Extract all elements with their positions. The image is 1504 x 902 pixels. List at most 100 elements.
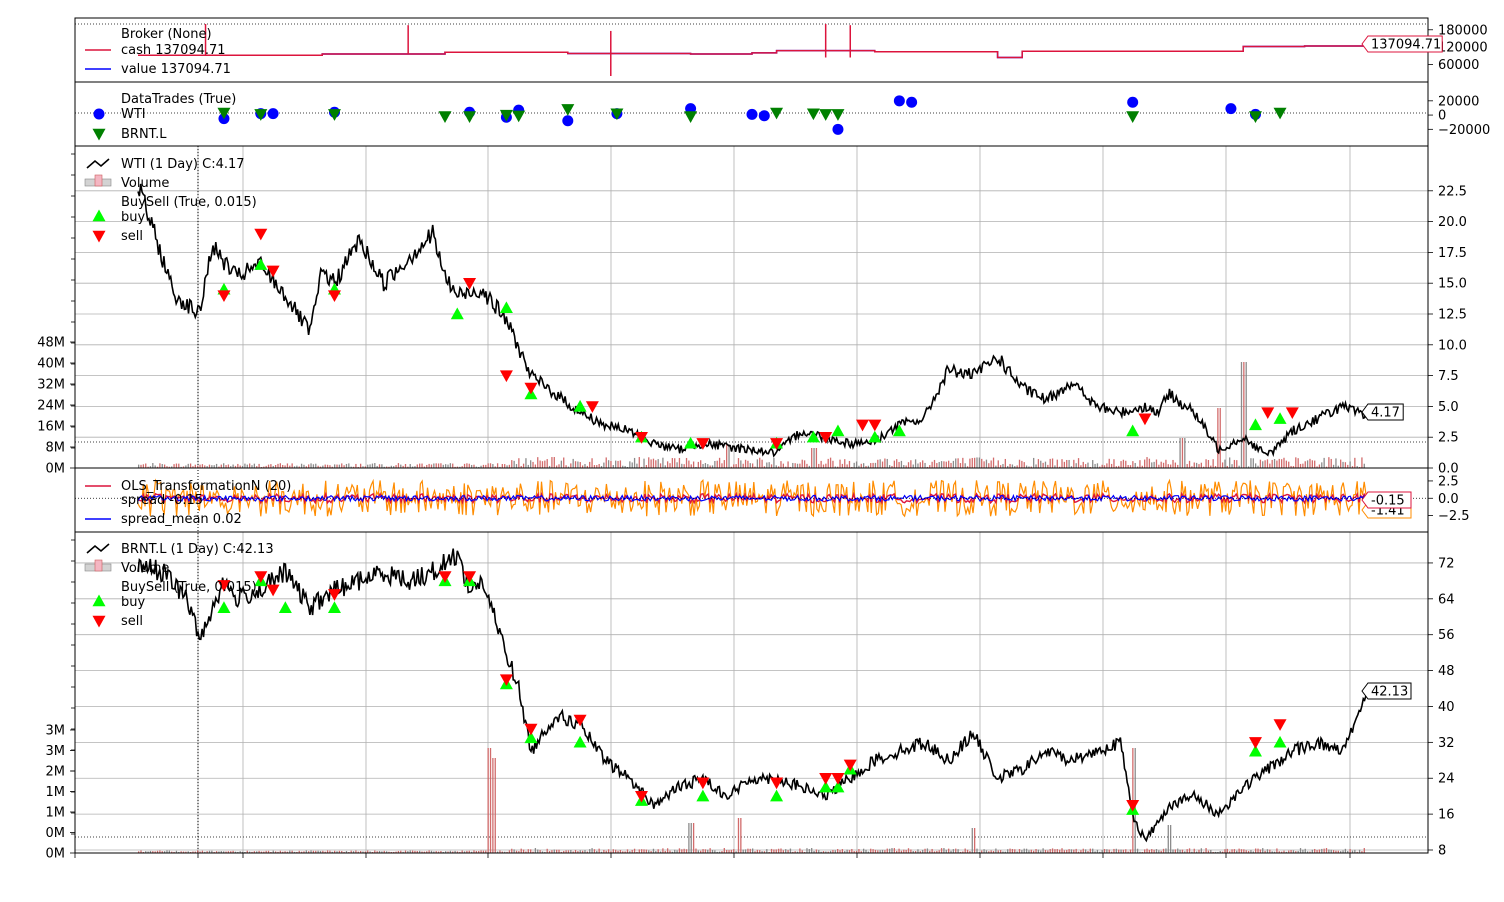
volume-bar — [428, 850, 430, 853]
volume-bar — [185, 465, 187, 468]
volume-bar — [1068, 459, 1070, 468]
volume-bar — [853, 851, 855, 853]
volume-bar — [633, 457, 636, 468]
volume-bar — [270, 851, 272, 853]
volume-bars — [138, 362, 1365, 468]
brnt-y-tick-label: 72 — [1438, 556, 1455, 571]
volume-bar — [445, 464, 447, 468]
volume-bar — [378, 464, 381, 468]
volume-bar — [338, 850, 341, 853]
volume-bar — [794, 851, 796, 853]
brnt-sell-marker — [843, 759, 857, 772]
wti-buy-marker — [254, 258, 268, 270]
volume-bar — [1361, 851, 1363, 853]
volume-bar — [733, 849, 735, 853]
volume-bar — [827, 851, 829, 853]
volume-bar — [1007, 465, 1009, 468]
volume-bar — [267, 464, 270, 468]
volume-bar — [473, 850, 475, 853]
volume-bar — [515, 850, 518, 853]
volume-bar — [274, 465, 277, 468]
volume-bar — [534, 848, 537, 853]
volume-bar — [681, 849, 683, 853]
volume-bar — [806, 463, 808, 468]
volume-bar — [598, 463, 600, 468]
volume-bar — [218, 466, 220, 468]
volume-bar — [683, 464, 685, 468]
volume-bar — [787, 461, 789, 468]
volume-bar — [1342, 850, 1344, 853]
volume-bar — [815, 849, 818, 853]
volume-bar — [461, 466, 463, 468]
volume-bar — [1356, 466, 1358, 468]
volume-bar — [1354, 457, 1356, 468]
volume-bar — [811, 448, 813, 468]
volume-bar — [1016, 851, 1018, 853]
volume-bar — [652, 848, 655, 853]
volume-bar — [171, 466, 173, 468]
volume-bar — [506, 465, 508, 468]
wti-legend-title: WTI (1 Day) C:4.17 — [121, 157, 245, 172]
volume-bar — [1153, 461, 1155, 468]
wti-sell-marker — [856, 419, 870, 432]
volume-bar — [225, 465, 227, 468]
volume-bar — [367, 464, 369, 468]
volume-bar — [1139, 851, 1141, 853]
volume-bar — [348, 851, 350, 853]
volume-bar — [364, 851, 367, 853]
volume-bar — [1226, 848, 1228, 853]
volume-bar — [1283, 850, 1285, 853]
volume-bar — [315, 850, 317, 853]
volume-bar — [572, 458, 574, 468]
volume-bar — [666, 848, 669, 853]
volume-bar — [1004, 458, 1006, 468]
volume-bar — [161, 851, 163, 853]
volume-bar — [803, 460, 806, 468]
volume-bar — [1207, 459, 1210, 468]
volume-bar — [296, 465, 298, 468]
volume-bar — [1316, 466, 1318, 468]
volume-bar — [208, 850, 211, 853]
volume-bar — [1054, 849, 1056, 853]
volume-bar — [957, 849, 959, 853]
volume-bar — [659, 463, 662, 468]
volume-bar — [728, 444, 730, 468]
volume-bar — [409, 850, 411, 853]
volume-bar — [735, 851, 737, 853]
volume-bar — [723, 848, 725, 853]
volume-bar — [990, 850, 992, 853]
volume-bar — [846, 464, 848, 468]
volume-bar — [1271, 459, 1273, 468]
volume-bar — [1184, 438, 1186, 468]
volume-bar — [1141, 465, 1143, 468]
volume-bar — [1136, 466, 1139, 468]
volume-bar — [657, 459, 659, 468]
volume-bar — [518, 851, 520, 853]
volume-bar — [1229, 851, 1231, 853]
volume-bar — [666, 461, 669, 468]
volume-bar — [1096, 849, 1099, 853]
volume-bar — [674, 458, 676, 468]
volume-bar — [414, 850, 416, 853]
volume-bar — [211, 850, 213, 853]
volume-bar — [499, 850, 501, 853]
volume-bar — [1273, 458, 1276, 468]
brnt-y-tick-label: 8 — [1438, 844, 1446, 859]
volume-bar — [938, 850, 940, 853]
volume-bar — [995, 465, 997, 468]
volume-bar — [331, 851, 333, 853]
volume-bar — [445, 851, 447, 853]
volume-bar — [879, 459, 881, 468]
volume-bar — [834, 850, 836, 853]
volume-bar — [433, 851, 435, 853]
volume-bar — [142, 464, 145, 468]
volume-bar — [1219, 408, 1221, 468]
datatrades-y-tick-label: −20000 — [1438, 123, 1490, 138]
volume-bar — [1214, 466, 1217, 468]
volume-bar — [1193, 462, 1195, 468]
volume-bar — [884, 850, 886, 853]
wti-volume-tick-label: 8M — [46, 441, 66, 456]
volume-bar — [1108, 458, 1110, 468]
volume-bar — [1344, 848, 1347, 853]
